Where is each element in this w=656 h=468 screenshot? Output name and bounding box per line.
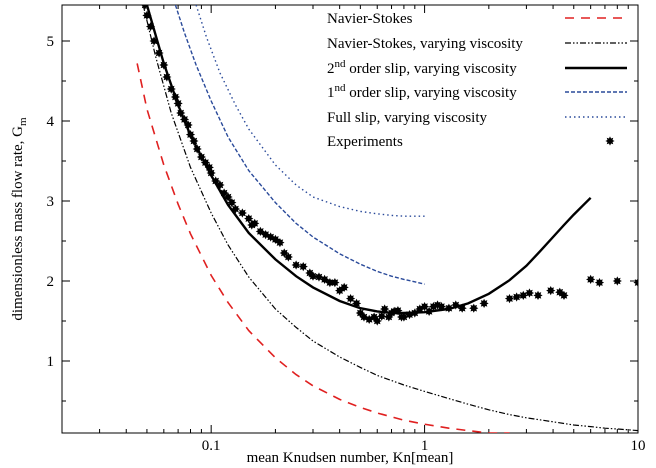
- experiment-point: [223, 192, 233, 202]
- experiment-point: [140, 5, 150, 10]
- experiment-point: [469, 303, 479, 313]
- experiment-point: [237, 208, 247, 218]
- experiment-point: [586, 274, 596, 284]
- legend-label: Full slip, varying viscosity: [327, 110, 488, 126]
- experiment-point: [179, 114, 190, 124]
- legend-label-main: 2: [327, 61, 335, 77]
- legend-label-rest: order slip, varying viscosity: [346, 85, 518, 101]
- legend-label: Navier-Stokes: [327, 11, 413, 27]
- experiment-point: [633, 278, 638, 288]
- experiment-point: [185, 130, 196, 140]
- x-axis-label: mean Knudsen number, Kn[mean]: [247, 450, 454, 466]
- experiment-point: [291, 260, 301, 270]
- experiment-point: [594, 278, 605, 288]
- experiment-point: [189, 136, 199, 146]
- experiment-point: [512, 292, 522, 302]
- experiment-point: [444, 303, 454, 313]
- experiment-point: [339, 282, 349, 292]
- plot-frame: [61, 4, 639, 434]
- experiment-point: [524, 288, 535, 298]
- series-5: [140, 5, 638, 326]
- plot-area-group: [61, 4, 639, 434]
- experiment-point: [308, 271, 318, 281]
- series-line: [174, 5, 425, 285]
- experiment-point: [275, 238, 285, 248]
- experiment-point: [351, 298, 362, 308]
- experiment-point: [533, 290, 543, 300]
- series-0: [136, 63, 510, 433]
- experiment-point: [142, 10, 152, 20]
- experiment-point: [250, 218, 260, 228]
- experiment-point: [504, 294, 515, 304]
- experiment-point: [166, 84, 176, 94]
- legend-label: 2nd order slip, varying viscosity: [327, 58, 517, 77]
- experiment-point: [298, 262, 308, 272]
- y-tick-label: 4: [47, 114, 55, 130]
- y-tick-label: 2: [47, 274, 55, 290]
- experiment-point: [330, 278, 340, 288]
- series-1: [142, 5, 638, 432]
- legend-label-main: 1: [327, 85, 335, 101]
- legend-marker: [605, 136, 615, 146]
- experiment-point: [244, 214, 254, 224]
- x-tick-label: 10: [631, 438, 646, 454]
- experiment-point: [436, 302, 447, 312]
- experiment-point: [154, 48, 164, 58]
- y-tick-label: 5: [47, 34, 55, 50]
- experiment-point: [320, 274, 330, 284]
- experiment-point: [479, 298, 489, 308]
- experiment-point: [377, 311, 387, 321]
- experiment-point: [162, 72, 172, 82]
- experiment-point: [170, 92, 181, 102]
- experiment-point: [227, 198, 237, 208]
- legend-label-sup: nd: [335, 58, 347, 70]
- y-tick-label: 1: [47, 354, 55, 370]
- experiment-point: [159, 60, 169, 70]
- y-axis-label-sub: m: [17, 117, 29, 126]
- experiment-point: [255, 226, 265, 236]
- experiment-point: [283, 252, 293, 262]
- experiment-point: [176, 108, 186, 118]
- legend-label-rest: order slip, varying viscosity: [346, 61, 518, 77]
- series-layer: [136, 5, 638, 433]
- experiment-point: [183, 120, 193, 130]
- legend: Navier-Stokes Navier-Stokes, varying visc…: [327, 11, 627, 150]
- experiment-point: [546, 286, 556, 296]
- experiment-point: [612, 276, 622, 286]
- experiment-point: [196, 152, 207, 162]
- experiment-point: [173, 98, 183, 108]
- experiment-point: [451, 300, 461, 310]
- x-tick-label: 1: [421, 438, 429, 454]
- experiment-point: [457, 303, 467, 313]
- y-tick-label: 3: [47, 194, 55, 210]
- series-line: [142, 5, 638, 432]
- experiment-point: [215, 180, 225, 190]
- experiment-point: [380, 304, 390, 314]
- y-axis-label-main: dimensionless mass flow rate, G: [10, 126, 26, 321]
- ticks: 1 2 3 4 5 0.1 1 10: [47, 5, 646, 454]
- experiment-point: [559, 290, 569, 300]
- series-3: [174, 5, 425, 285]
- experiment-point: [393, 306, 403, 316]
- x-tick-label: 0.1: [202, 438, 221, 454]
- experiment-point: [345, 294, 356, 304]
- experiment-point: [149, 36, 159, 46]
- legend-label: Navier-Stokes, varying viscosity: [327, 36, 523, 52]
- series-line: [136, 63, 510, 433]
- legend-label: Experiments: [327, 134, 403, 150]
- experiment-point: [230, 204, 241, 214]
- experiment-point: [206, 168, 216, 178]
- legend-label-sup: nd: [335, 82, 347, 94]
- experiment-point: [192, 144, 202, 154]
- legend-label: 1nd order slip, varying viscosity: [327, 82, 517, 101]
- y-axis-label: dimensionless mass flow rate, Gm: [10, 117, 29, 321]
- experiment-point: [145, 22, 156, 32]
